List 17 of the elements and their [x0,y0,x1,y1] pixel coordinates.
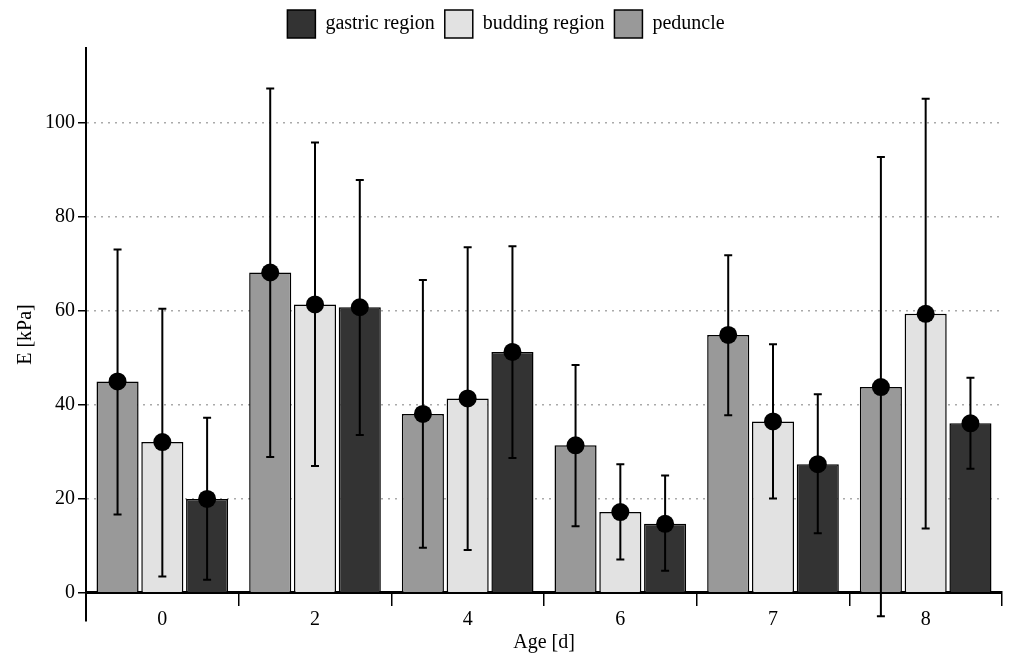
y-axis-title: E [kPa] [13,304,36,365]
x-tick-label: 8 [920,607,931,630]
legend-label: budding region [482,11,605,35]
x-tick-label: 2 [310,607,320,630]
legend-label: peduncle [652,11,725,35]
x-tick-label: 0 [157,607,168,630]
x-tick-label: 4 [462,607,473,630]
y-tick-label: 80 [55,204,75,227]
y-tick-label: 0 [65,580,75,603]
y-tick-label: 40 [55,392,75,415]
x-axis-title: Age [d] [513,630,575,654]
y-tick-label: 20 [55,486,75,509]
y-tick-label: 60 [55,298,75,321]
x-tick-label: 6 [615,607,626,630]
y-tick-label: 100 [45,110,75,133]
legend-label: gastric region [325,11,435,35]
x-tick-label: 7 [768,607,778,630]
